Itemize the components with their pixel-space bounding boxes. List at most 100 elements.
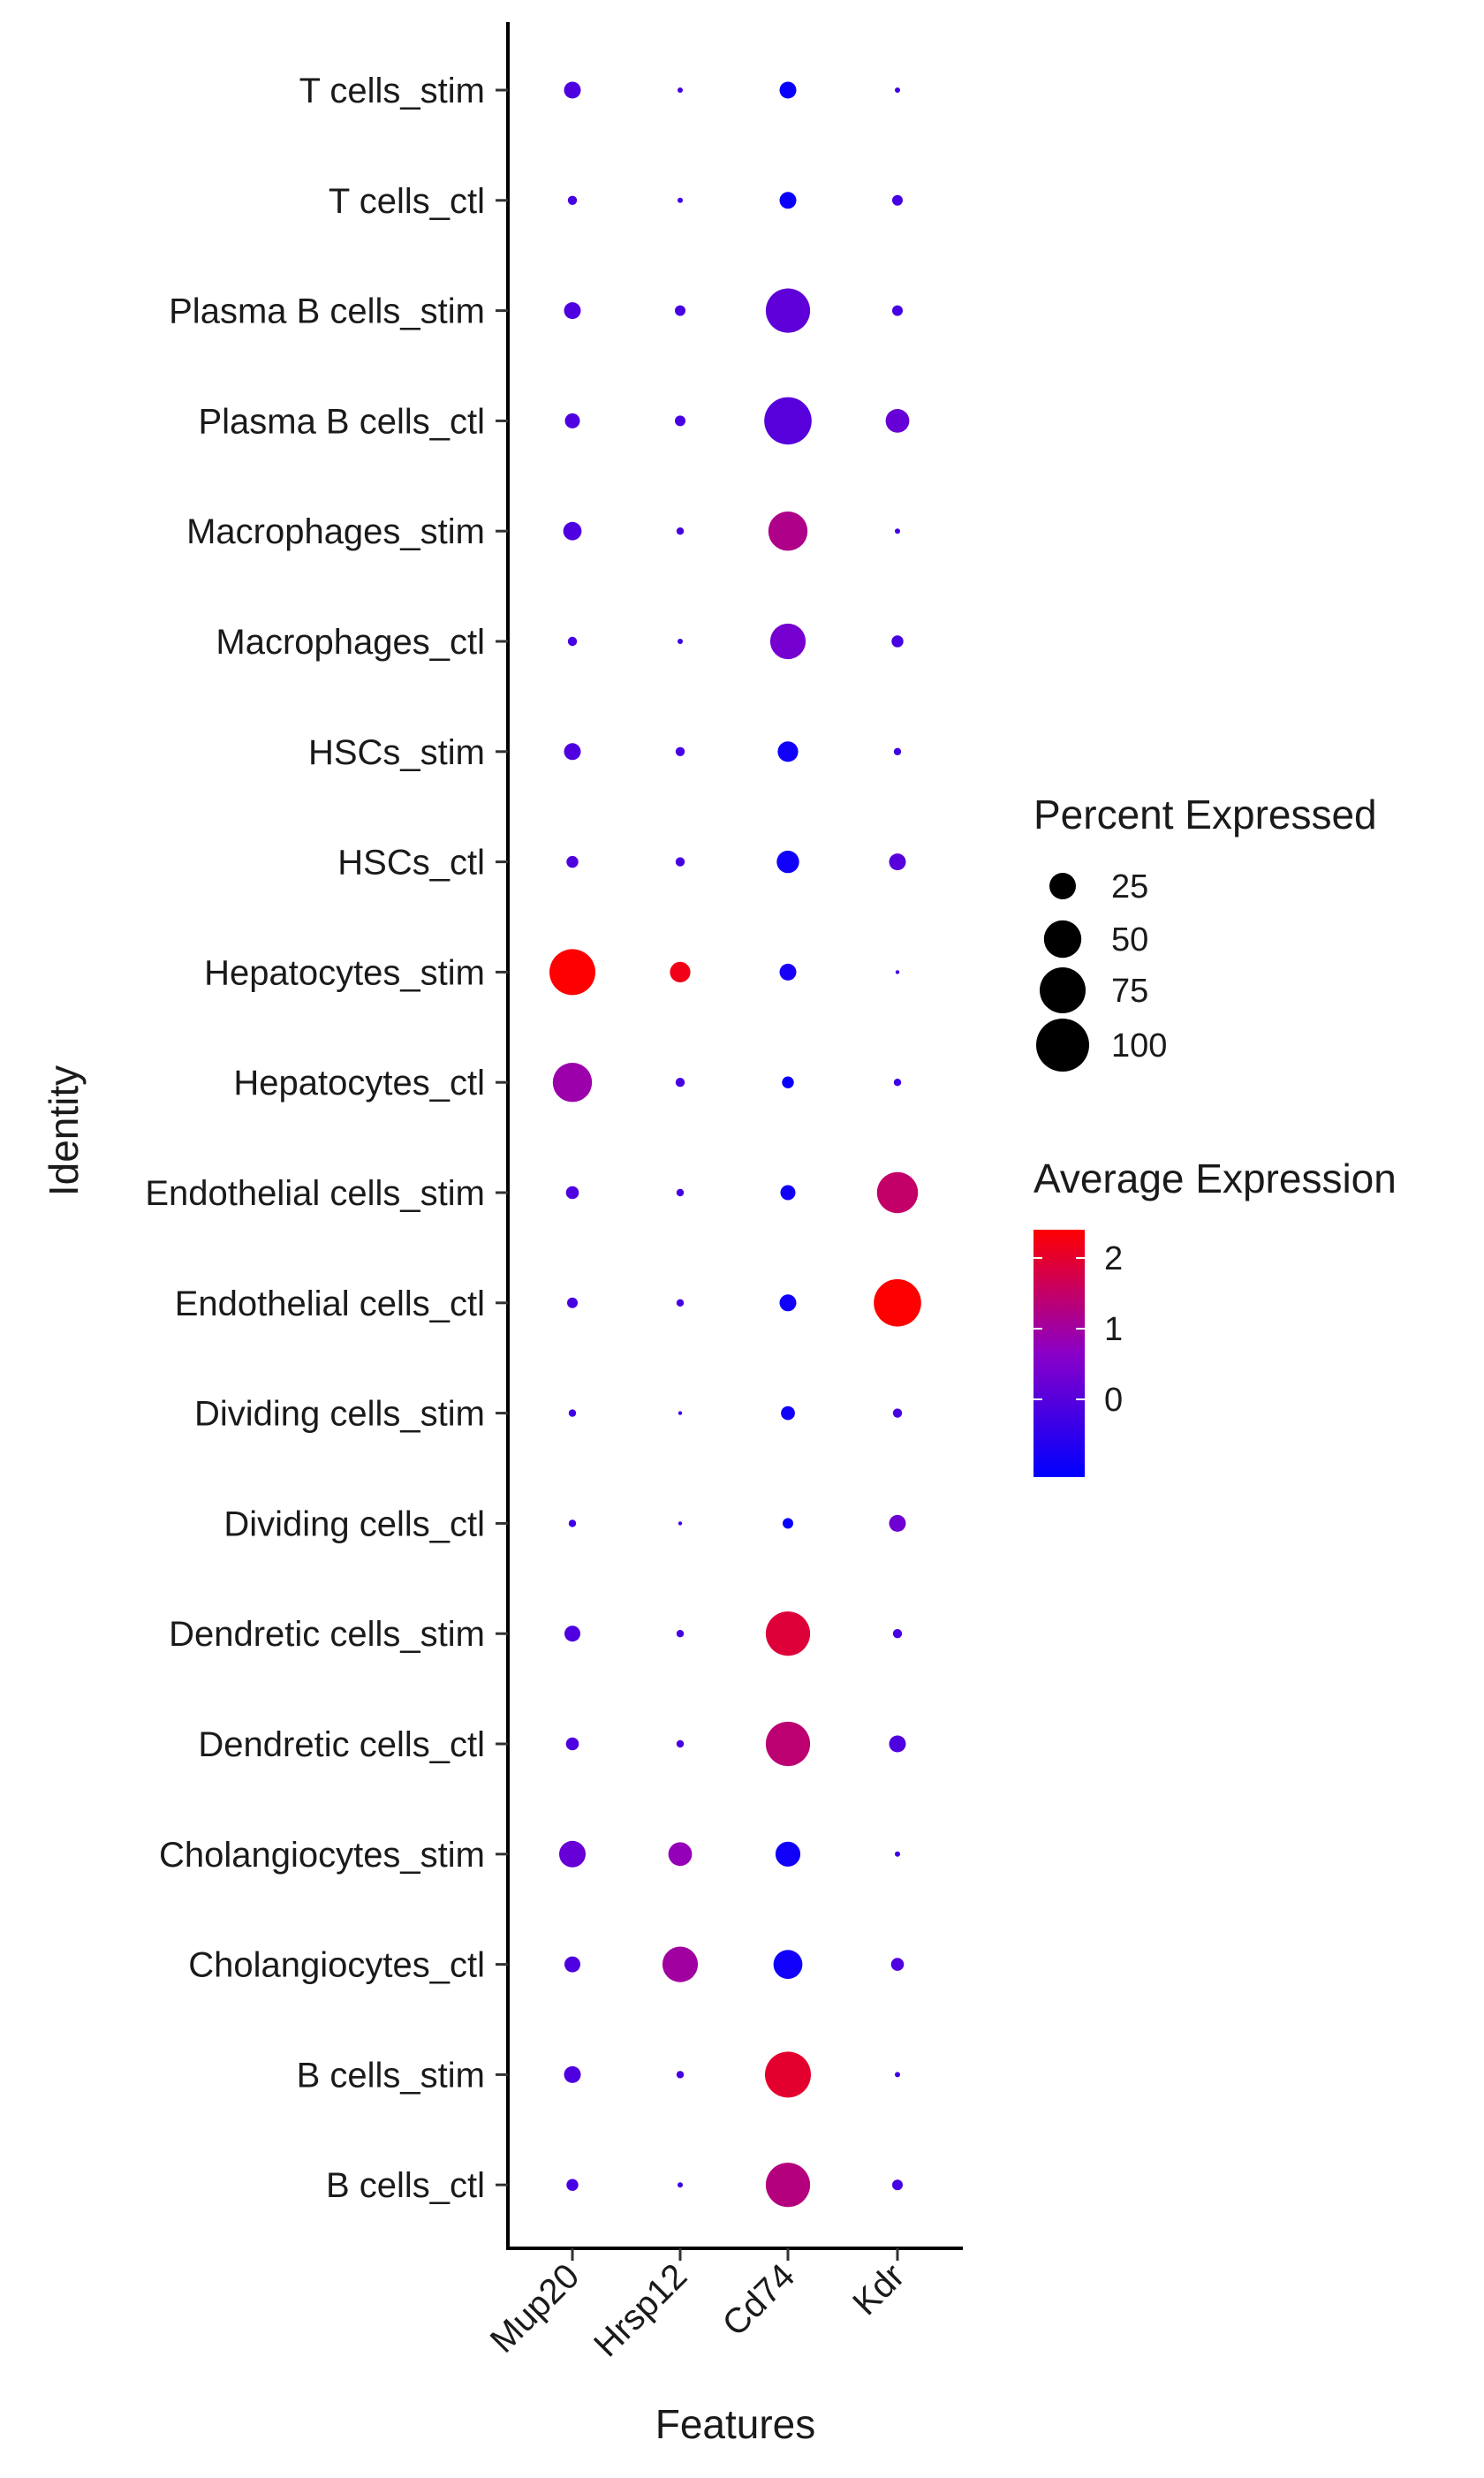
dot-t-cells-stim-hrsp12 (678, 87, 683, 93)
dot-dividing-cells-ctl-kdr (889, 1514, 906, 1532)
dot-b-cells-ctl-hrsp12 (678, 2182, 683, 2188)
dot-hepatocytes-stim-cd74 (779, 963, 797, 981)
legends: Percent Expressed 25 50 75 100 Average Expres… (1034, 792, 1397, 1477)
dot-hscs-stim-mup20 (564, 743, 581, 761)
size-legend-key-75 (1040, 967, 1086, 1013)
dot-hepatocytes-ctl-hrsp12 (675, 1078, 685, 1087)
x-axis-title: Features (655, 2401, 816, 2447)
dot-b-cells-ctl-kdr (892, 2179, 903, 2191)
y-tick-label-dendretic-cells-stim: Dendretic cells_stim (169, 1615, 485, 1654)
color-legend-label-1: 1 (1104, 1311, 1123, 1348)
y-tick-label-cholangiocytes-ctl: Cholangiocytes_ctl (188, 1946, 485, 1985)
y-tick-label-dividing-cells-ctl: Dividing cells_ctl (223, 1504, 485, 1543)
dot-hepatocytes-ctl-mup20 (552, 1063, 593, 1103)
dot-t-cells-stim-mup20 (564, 81, 581, 99)
dot-hscs-ctl-mup20 (566, 855, 579, 868)
color-legend-bar (1034, 1230, 1085, 1477)
dot-hscs-ctl-hrsp12 (675, 857, 685, 867)
dot-dividing-cells-ctl-mup20 (568, 1519, 577, 1527)
dot-dendretic-cells-stim-hrsp12 (676, 1630, 685, 1638)
dot-t-cells-ctl-hrsp12 (678, 197, 683, 203)
dot-cholangiocytes-ctl-kdr (890, 1958, 905, 1971)
x-tick-label-mup20: Mup20 (483, 2256, 587, 2361)
dot-b-cells-stim-cd74 (765, 2051, 811, 2098)
y-tick-label-b-cells-stim: B cells_stim (297, 2056, 485, 2095)
dot-dividing-cells-stim-cd74 (781, 1406, 795, 1421)
y-tick-label-hscs-ctl: HSCs_ctl (337, 844, 485, 883)
dot-endothelial-cells-ctl-kdr (874, 1279, 921, 1327)
dot-plasma-b-cells-ctl-cd74 (764, 397, 812, 445)
dot-plasma-b-cells-stim-mup20 (564, 302, 581, 320)
dot-b-cells-stim-hrsp12 (676, 2071, 685, 2079)
dot-hepatocytes-stim-kdr (895, 970, 900, 974)
size-legend-key-100 (1036, 1019, 1089, 1072)
dot-plasma-b-cells-ctl-mup20 (564, 413, 580, 428)
dot-hscs-stim-kdr (893, 747, 902, 755)
dot-dendretic-cells-stim-kdr (892, 1629, 903, 1639)
dot-hepatocytes-ctl-kdr (893, 1079, 902, 1087)
dot-cholangiocytes-stim-mup20 (559, 1840, 586, 1868)
color-legend-label-2: 2 (1104, 1240, 1123, 1277)
size-legend-key-50 (1043, 920, 1082, 959)
dot-endothelial-cells-stim-kdr (876, 1171, 919, 1214)
dot-plasma-b-cells-stim-cd74 (765, 288, 811, 333)
dot-hscs-stim-cd74 (777, 741, 799, 762)
dot-cholangiocytes-stim-hrsp12 (668, 1842, 693, 1867)
dot-hepatocytes-ctl-cd74 (782, 1076, 794, 1088)
y-tick-label-cholangiocytes-stim: Cholangiocytes_stim (159, 1836, 485, 1875)
size-legend-label-100: 100 (1111, 1027, 1167, 1065)
size-legend-label-50: 50 (1111, 921, 1148, 959)
dot-dividing-cells-stim-hrsp12 (678, 1411, 683, 1415)
dot-dendretic-cells-stim-cd74 (765, 1611, 811, 1656)
dot-endothelial-cells-ctl-hrsp12 (676, 1299, 685, 1307)
dot-t-cells-stim-cd74 (779, 81, 797, 99)
y-tick-label-plasma-b-cells-ctl: Plasma B cells_ctl (198, 402, 485, 441)
dot-dividing-cells-stim-kdr (892, 1408, 903, 1418)
dot-macrophages-ctl-hrsp12 (678, 639, 683, 644)
y-tick-label-b-cells-ctl: B cells_ctl (326, 2166, 485, 2205)
dot-macrophages-stim-hrsp12 (676, 527, 685, 535)
size-legend-label-25: 25 (1111, 868, 1148, 906)
y-tick-label-endothelial-cells-ctl: Endothelial cells_ctl (175, 1284, 485, 1323)
dot-macrophages-stim-mup20 (563, 521, 582, 541)
dot-cholangiocytes-ctl-cd74 (773, 1950, 803, 1980)
dot-endothelial-cells-stim-cd74 (780, 1185, 796, 1201)
dot-b-cells-stim-mup20 (564, 2065, 581, 2083)
y-axis-title: Identity (41, 1065, 87, 1196)
dot-plasma-b-cells-ctl-kdr (885, 409, 910, 433)
dot-dendretic-cells-ctl-kdr (889, 1735, 906, 1753)
dot-endothelial-cells-stim-mup20 (565, 1186, 579, 1200)
dot-dendretic-cells-stim-mup20 (564, 1625, 580, 1642)
y-tick-label-dividing-cells-stim: Dividing cells_stim (194, 1395, 485, 1434)
x-tick-label-kdr: Kdr (845, 2256, 912, 2323)
dot-b-cells-ctl-mup20 (566, 2179, 579, 2191)
dot-macrophages-stim-cd74 (768, 512, 808, 551)
dot-cholangiocytes-stim-cd74 (775, 1841, 801, 1867)
x-tick-label-hrsp12: Hrsp12 (587, 2256, 694, 2364)
dot-dendretic-cells-ctl-cd74 (765, 1721, 811, 1767)
size-legend-label-75: 75 (1111, 973, 1148, 1010)
dot-plasma-b-cells-stim-kdr (892, 305, 903, 316)
y-tick-label-t-cells-stim: T cells_stim (299, 72, 485, 110)
y-tick-label-plasma-b-cells-stim: Plasma B cells_stim (169, 292, 485, 331)
y-tick-label-macrophages-ctl: Macrophages_ctl (216, 623, 485, 662)
y-tick-label-dendretic-cells-ctl: Dendretic cells_ctl (198, 1725, 485, 1764)
dot-t-cells-stim-kdr (895, 87, 900, 93)
dot-t-cells-ctl-mup20 (567, 195, 578, 205)
dot-plasma-b-cells-ctl-hrsp12 (675, 415, 685, 427)
size-legend-key-25 (1049, 873, 1076, 899)
y-tick-label-hepatocytes-stim: Hepatocytes_stim (204, 953, 485, 992)
dot-cholangiocytes-ctl-hrsp12 (662, 1946, 699, 1982)
dot-t-cells-ctl-cd74 (779, 192, 797, 209)
dot-endothelial-cells-ctl-mup20 (567, 1297, 578, 1308)
dot-t-cells-ctl-kdr (892, 194, 903, 206)
dot-hscs-stim-hrsp12 (675, 746, 685, 756)
dot-plasma-b-cells-stim-hrsp12 (675, 305, 685, 316)
dot-macrophages-ctl-kdr (891, 635, 904, 648)
dot-macrophages-ctl-mup20 (567, 636, 578, 647)
y-tick-label-hscs-stim: HSCs_stim (308, 733, 485, 772)
dot-dividing-cells-stim-mup20 (568, 1409, 577, 1417)
dot-cholangiocytes-ctl-mup20 (564, 1956, 580, 1973)
